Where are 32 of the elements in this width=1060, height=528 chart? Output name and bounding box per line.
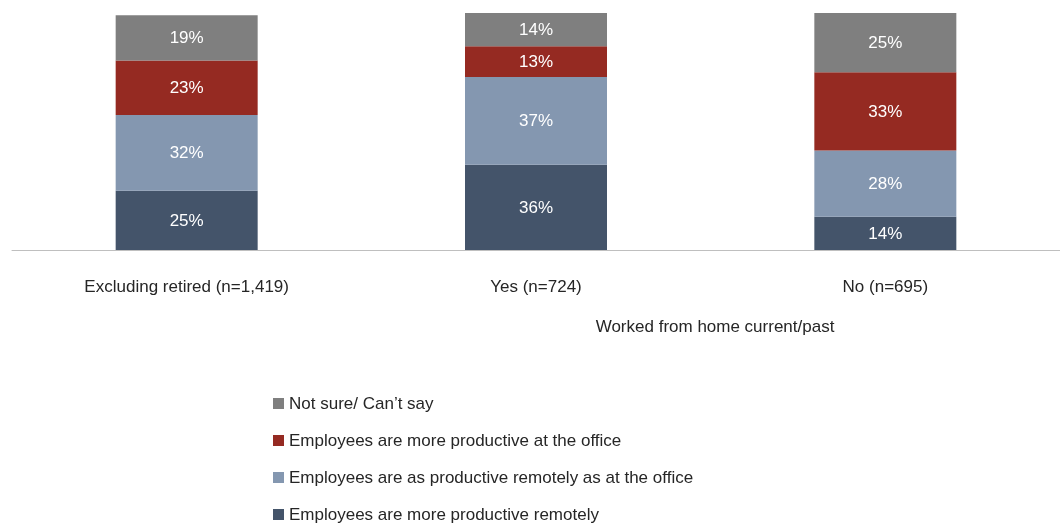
x-tick-label: Yes (n=724) [490, 277, 582, 296]
data-label: 13% [518, 52, 554, 72]
data-label: 37% [518, 111, 554, 131]
text: Worked from home current/past [595, 317, 835, 336]
bar [465, 76, 607, 165]
bar [814, 150, 957, 217]
bar [814, 72, 957, 151]
bar [115, 15, 258, 61]
bar [814, 216, 957, 250]
legend-label: Employees are more productive at the office [289, 431, 622, 450]
bar [465, 164, 607, 250]
bar [115, 60, 258, 115]
legend-label: Employees are more productive remotely [289, 505, 600, 524]
data-label: 23% [169, 78, 204, 98]
x-tick-label: No (n=695) [842, 277, 929, 296]
bar [465, 13, 607, 47]
data-label: 14% [868, 223, 903, 243]
legend-label: Not sure/ Can’t say [289, 394, 435, 413]
bar [814, 13, 957, 73]
x-tick-label: Excluding retired (n=1,419) [84, 277, 289, 296]
data-label: 14% [518, 20, 554, 40]
bar [115, 114, 258, 191]
bar [465, 46, 607, 77]
data-label: 19% [169, 28, 204, 48]
legend-label: Employees are as productive remotely as at the office [289, 468, 694, 487]
data-label: 25% [868, 33, 903, 53]
data-label: 33% [868, 101, 903, 121]
data-label: 25% [169, 210, 204, 230]
bar [115, 190, 258, 250]
data-label: 32% [169, 143, 204, 163]
data-label: 36% [518, 197, 554, 217]
data-label: 28% [868, 174, 903, 194]
